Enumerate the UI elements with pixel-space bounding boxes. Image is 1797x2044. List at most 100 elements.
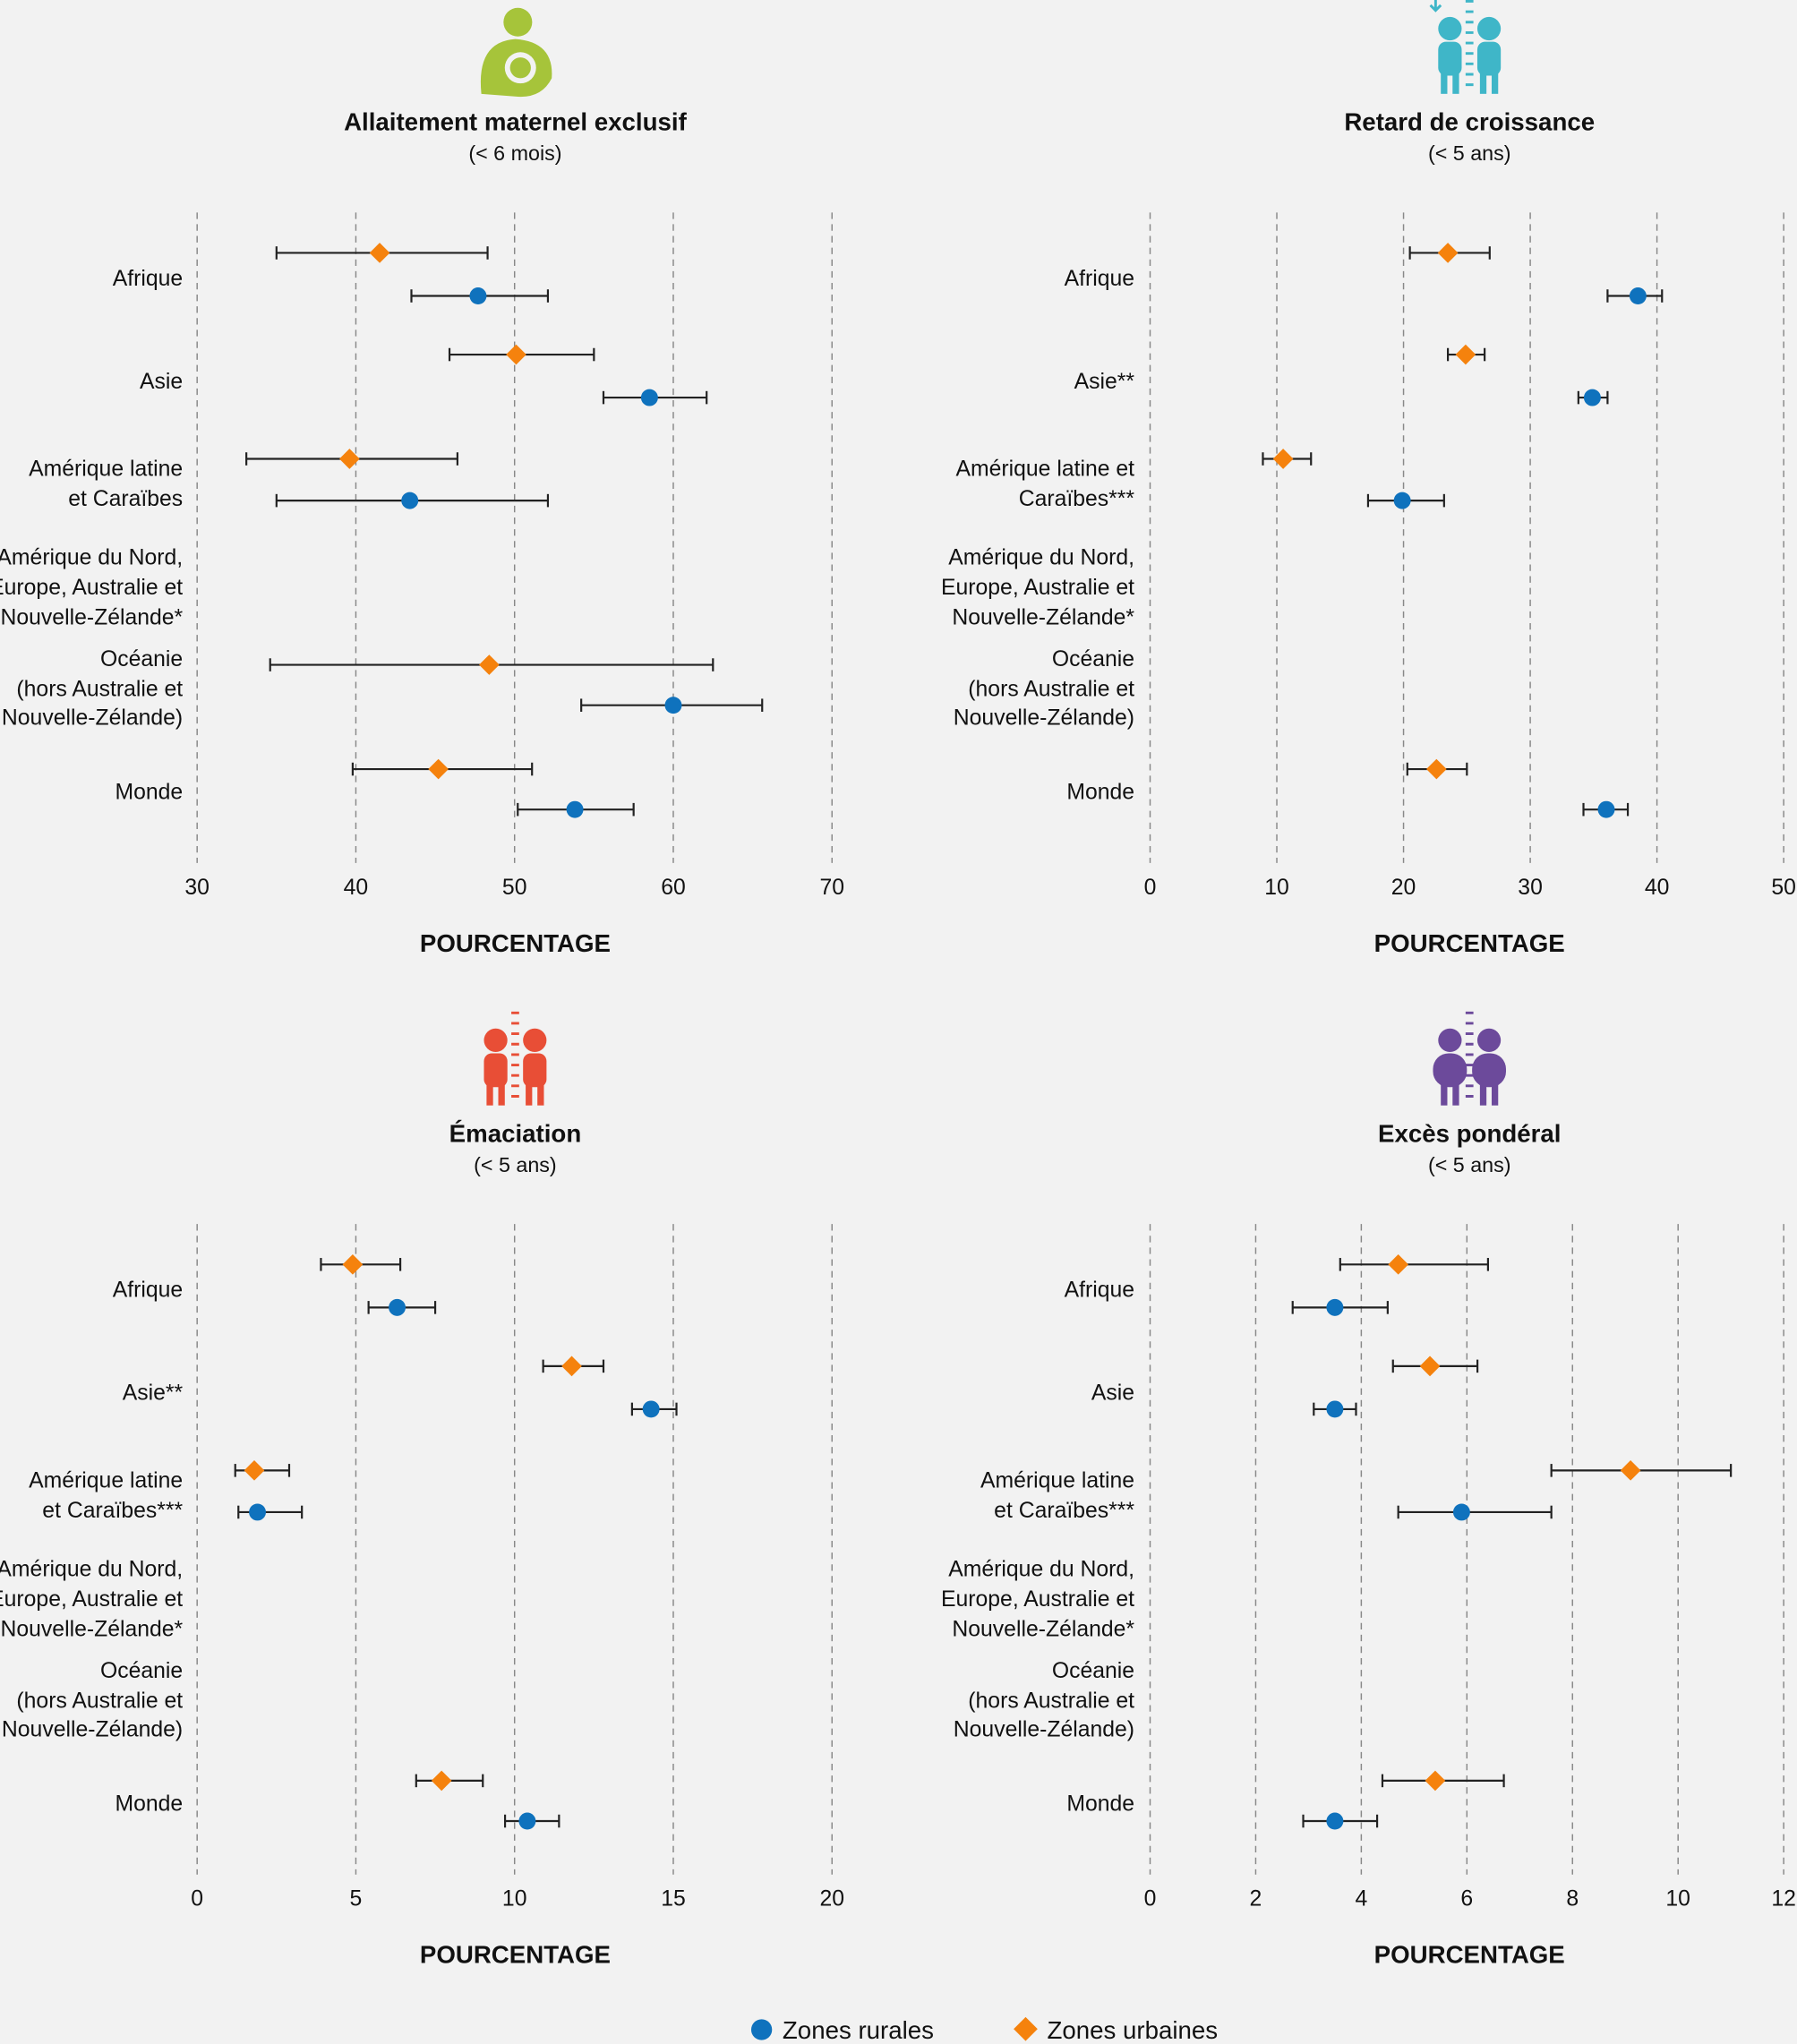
category-label: Nouvelle-Zélande* — [952, 605, 1134, 629]
x-tick-label: 40 — [344, 876, 369, 900]
x-tick-label: 30 — [1518, 876, 1543, 900]
boy-body — [1433, 1053, 1468, 1088]
category-label: Amérique du Nord, — [0, 1557, 183, 1581]
category-label: Océanie — [1052, 1659, 1134, 1683]
stunting-children-icon — [1429, 0, 1502, 94]
category-label: (hors Australie et — [16, 1689, 183, 1713]
rural-point — [1326, 1812, 1344, 1830]
urban-point — [1425, 1770, 1446, 1792]
category-label: (hors Australie et — [968, 1689, 1134, 1713]
chart-subtitle: (< 5 ans) — [1428, 141, 1511, 165]
chart-panel-1: Allaitement maternel exclusif (< 6 mois) 3… — [0, 7, 844, 957]
rural-point — [1326, 1298, 1344, 1316]
category-label: Nouvelle-Zélande* — [1, 605, 184, 629]
x-tick-label: 70 — [819, 876, 844, 900]
x-tick-label: 5 — [350, 1887, 363, 1911]
category-label: Europe, Australie et — [0, 576, 183, 600]
rural-point — [642, 1400, 660, 1418]
category-label: Monde — [115, 1792, 183, 1816]
category-label: Monde — [1066, 781, 1134, 805]
breastfeeding-icon — [480, 7, 552, 98]
category-label: Nouvelle-Zélande) — [954, 1717, 1134, 1741]
boy-head — [1438, 16, 1462, 41]
rural-point — [1452, 1503, 1470, 1521]
category-label: Afrique — [113, 1279, 183, 1303]
chart-title: Émaciation — [449, 1119, 582, 1147]
category-label: Amérique latine — [29, 1468, 183, 1492]
rural-point — [518, 1812, 536, 1830]
leg — [1441, 70, 1448, 94]
category-label: Océanie — [100, 647, 183, 671]
leg — [1441, 1082, 1448, 1106]
chart-subtitle: (< 6 mois) — [468, 141, 561, 165]
leg — [526, 1082, 533, 1106]
leg — [1479, 1082, 1487, 1106]
category-label: et Caraïbes*** — [42, 1499, 183, 1523]
x-tick-label: 0 — [1144, 876, 1157, 900]
rural-point — [469, 287, 487, 304]
x-tick-label: 0 — [1144, 1887, 1157, 1911]
urban-point — [1419, 1356, 1441, 1377]
category-label: et Caraïbes — [68, 487, 183, 511]
x-tick-label: 10 — [1264, 876, 1289, 900]
x-axis-label: POURCENTAGE — [420, 1941, 611, 1969]
x-tick-label: 40 — [1645, 876, 1670, 900]
girl-body — [1472, 1053, 1506, 1088]
category-label: Nouvelle-Zélande) — [2, 706, 183, 731]
legend-urban-label: Zones urbaines — [1047, 2016, 1218, 2044]
chart-title: Excès pondéral — [1378, 1119, 1561, 1147]
legend-rural-marker — [750, 2019, 773, 2040]
baby-shape — [509, 57, 531, 79]
rural-point — [1393, 492, 1411, 509]
category-label: Amérique latine — [980, 1468, 1134, 1492]
leg — [486, 1082, 493, 1106]
x-tick-label: 8 — [1566, 1887, 1579, 1911]
category-label: Monde — [115, 781, 183, 805]
rural-point — [249, 1503, 267, 1521]
x-tick-label: 12 — [1771, 1887, 1796, 1911]
category-label: Asie** — [1074, 370, 1135, 394]
x-axis-label: POURCENTAGE — [1374, 1941, 1565, 1969]
category-label: Afrique — [1065, 267, 1134, 291]
urban-point — [1272, 449, 1294, 469]
category-label: Europe, Australie et — [0, 1587, 183, 1612]
rural-point — [566, 800, 584, 818]
x-tick-label: 50 — [1771, 876, 1796, 900]
category-label: et Caraïbes*** — [994, 1499, 1134, 1523]
rural-point — [640, 389, 658, 406]
chart-panel-2: Retard de croissance (< 5 ans) 0 10 20 30 40 50… — [941, 0, 1796, 957]
category-label: Océanie — [100, 1659, 183, 1683]
leg — [1491, 70, 1499, 94]
category-label: Monde — [1066, 1792, 1134, 1816]
chart-title: Allaitement maternel exclusif — [344, 108, 688, 136]
urban-point — [1620, 1460, 1641, 1481]
x-tick-label: 50 — [502, 876, 527, 900]
boy-body — [1438, 41, 1462, 76]
category-label: Europe, Australie et — [941, 576, 1134, 600]
rural-point — [1629, 287, 1647, 304]
urban-point — [431, 1770, 452, 1792]
category-label: Nouvelle-Zélande* — [952, 1617, 1134, 1641]
girl-body — [523, 1053, 547, 1088]
x-tick-label: 2 — [1250, 1887, 1262, 1911]
category-label: Nouvelle-Zélande) — [2, 1717, 183, 1741]
category-label: Amérique du Nord, — [0, 545, 183, 569]
rural-point — [1326, 1400, 1344, 1418]
category-label: Caraïbes*** — [1019, 487, 1135, 511]
x-axis-label: POURCENTAGE — [420, 929, 611, 957]
category-label: Europe, Australie et — [941, 1587, 1134, 1612]
leg — [1452, 70, 1459, 94]
category-label: (hors Australie et — [968, 678, 1134, 702]
rural-point — [389, 1298, 406, 1316]
chart-panel-4: Excès pondéral (< 5 ans) 0 2 4 6 8 10 12 POURCENT… — [941, 1011, 1796, 1969]
leg — [1452, 1082, 1459, 1106]
legend-urban-marker — [1014, 2016, 1038, 2041]
leg — [498, 1082, 505, 1106]
rural-point — [1597, 800, 1615, 818]
leg — [1491, 1082, 1499, 1106]
category-label: Océanie — [1052, 647, 1134, 671]
legend: Zones rurales Zones urbaines — [750, 2016, 1218, 2044]
x-tick-label: 10 — [502, 1887, 527, 1911]
